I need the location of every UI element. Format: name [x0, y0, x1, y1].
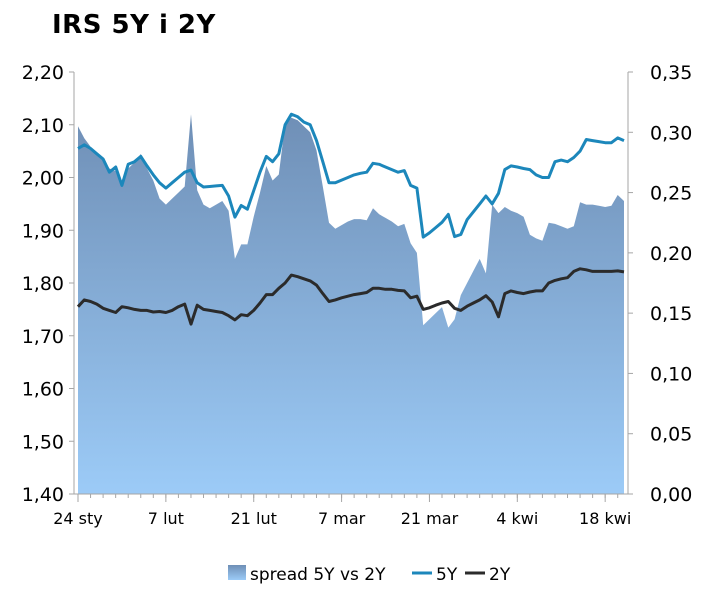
y-left-tick-label: 1,60 — [22, 379, 64, 401]
y-right-tick-label: 0,30 — [650, 122, 692, 144]
y-left-tick-label: 1,50 — [22, 431, 64, 453]
series-spread-area — [78, 114, 624, 494]
axes-layer: 1,40 1,50 1,60 1,70 1,80 1,90 2,00 2,10 2,20 0,00… — [22, 62, 693, 528]
x-tick-label: 21 lut — [231, 509, 277, 528]
x-tick-label: 7 lut — [148, 509, 184, 528]
legend-swatch-spread — [228, 565, 246, 580]
legend-label-2y: 2Y — [489, 565, 511, 585]
chart-title: IRS 5Y i 2Y — [52, 10, 216, 40]
y-right-tick-label: 0,35 — [650, 62, 692, 84]
y-right-tick-label: 0,05 — [650, 424, 692, 446]
y-left-tick-label: 2,00 — [22, 168, 64, 190]
y-right-tick-label: 0,15 — [650, 303, 692, 325]
y-left-tick-label: 1,80 — [22, 273, 64, 295]
x-tick-label: 24 sty — [53, 509, 103, 528]
x-tick-label: 21 mar — [401, 509, 459, 528]
spread-area-layer — [78, 114, 624, 494]
y-right-tick-label: 0,10 — [650, 363, 692, 385]
series-2y-line — [76, 267, 625, 326]
series-5y-line — [77, 112, 625, 239]
x-tick-label: 7 mar — [318, 509, 366, 528]
x-tick-label: 18 kwi — [579, 509, 631, 528]
legend-label-5y: 5Y — [436, 565, 458, 585]
lines-layer — [76, 112, 625, 326]
legend: spread 5Y vs 2Y 5Y 2Y — [228, 565, 511, 585]
y-left-tick-label: 1,90 — [22, 220, 64, 242]
legend-label-spread: spread 5Y vs 2Y — [250, 565, 386, 585]
y-right-tick-label: 0,20 — [650, 243, 692, 265]
y-left-tick-label: 2,20 — [22, 62, 64, 84]
y-left-tick-label: 2,10 — [22, 115, 64, 137]
y-left-tick-label: 1,70 — [22, 326, 64, 348]
y-left-tick-label: 1,40 — [22, 484, 64, 506]
x-tick-label: 4 kwi — [496, 509, 538, 528]
y-right-tick-label: 0,00 — [650, 484, 692, 506]
y-right-tick-label: 0,25 — [650, 183, 692, 205]
